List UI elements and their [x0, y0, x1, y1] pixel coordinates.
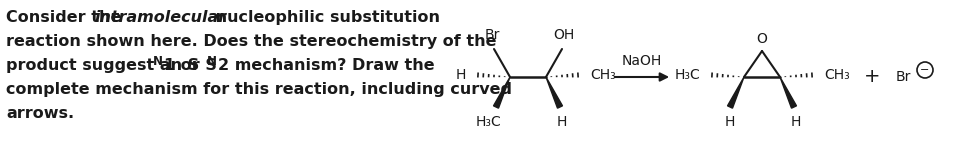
Text: H: H — [557, 115, 568, 129]
Text: nucleophilic substitution: nucleophilic substitution — [210, 10, 440, 25]
Text: Consider the: Consider the — [6, 10, 127, 25]
Text: N: N — [207, 55, 217, 68]
Text: O: O — [756, 32, 768, 46]
Text: complete mechanism for this reaction, including curved: complete mechanism for this reaction, in… — [6, 82, 512, 97]
Text: +: + — [864, 68, 881, 87]
Text: arrows.: arrows. — [6, 106, 74, 121]
Text: −: − — [920, 65, 929, 75]
Text: H₃C: H₃C — [475, 115, 501, 129]
Polygon shape — [727, 77, 744, 108]
Text: OH: OH — [553, 28, 574, 42]
Text: Br: Br — [896, 70, 912, 84]
Text: H: H — [791, 115, 801, 129]
Text: H₃C: H₃C — [675, 68, 700, 82]
Text: CH₃: CH₃ — [824, 68, 850, 82]
Text: 1 or S: 1 or S — [164, 58, 217, 73]
Text: Br: Br — [484, 28, 500, 42]
Text: CH₃: CH₃ — [590, 68, 615, 82]
Text: N: N — [153, 55, 163, 68]
Polygon shape — [546, 77, 563, 108]
Polygon shape — [780, 77, 796, 108]
Text: NaOH: NaOH — [622, 54, 662, 68]
Text: H: H — [456, 68, 466, 82]
Text: reaction shown here. Does the stereochemistry of the: reaction shown here. Does the stereochem… — [6, 34, 497, 49]
Polygon shape — [494, 77, 510, 108]
Text: 2 mechanism? Draw the: 2 mechanism? Draw the — [218, 58, 434, 73]
Text: intramolecular: intramolecular — [94, 10, 226, 25]
Text: H: H — [725, 115, 735, 129]
Text: product suggest an S: product suggest an S — [6, 58, 199, 73]
